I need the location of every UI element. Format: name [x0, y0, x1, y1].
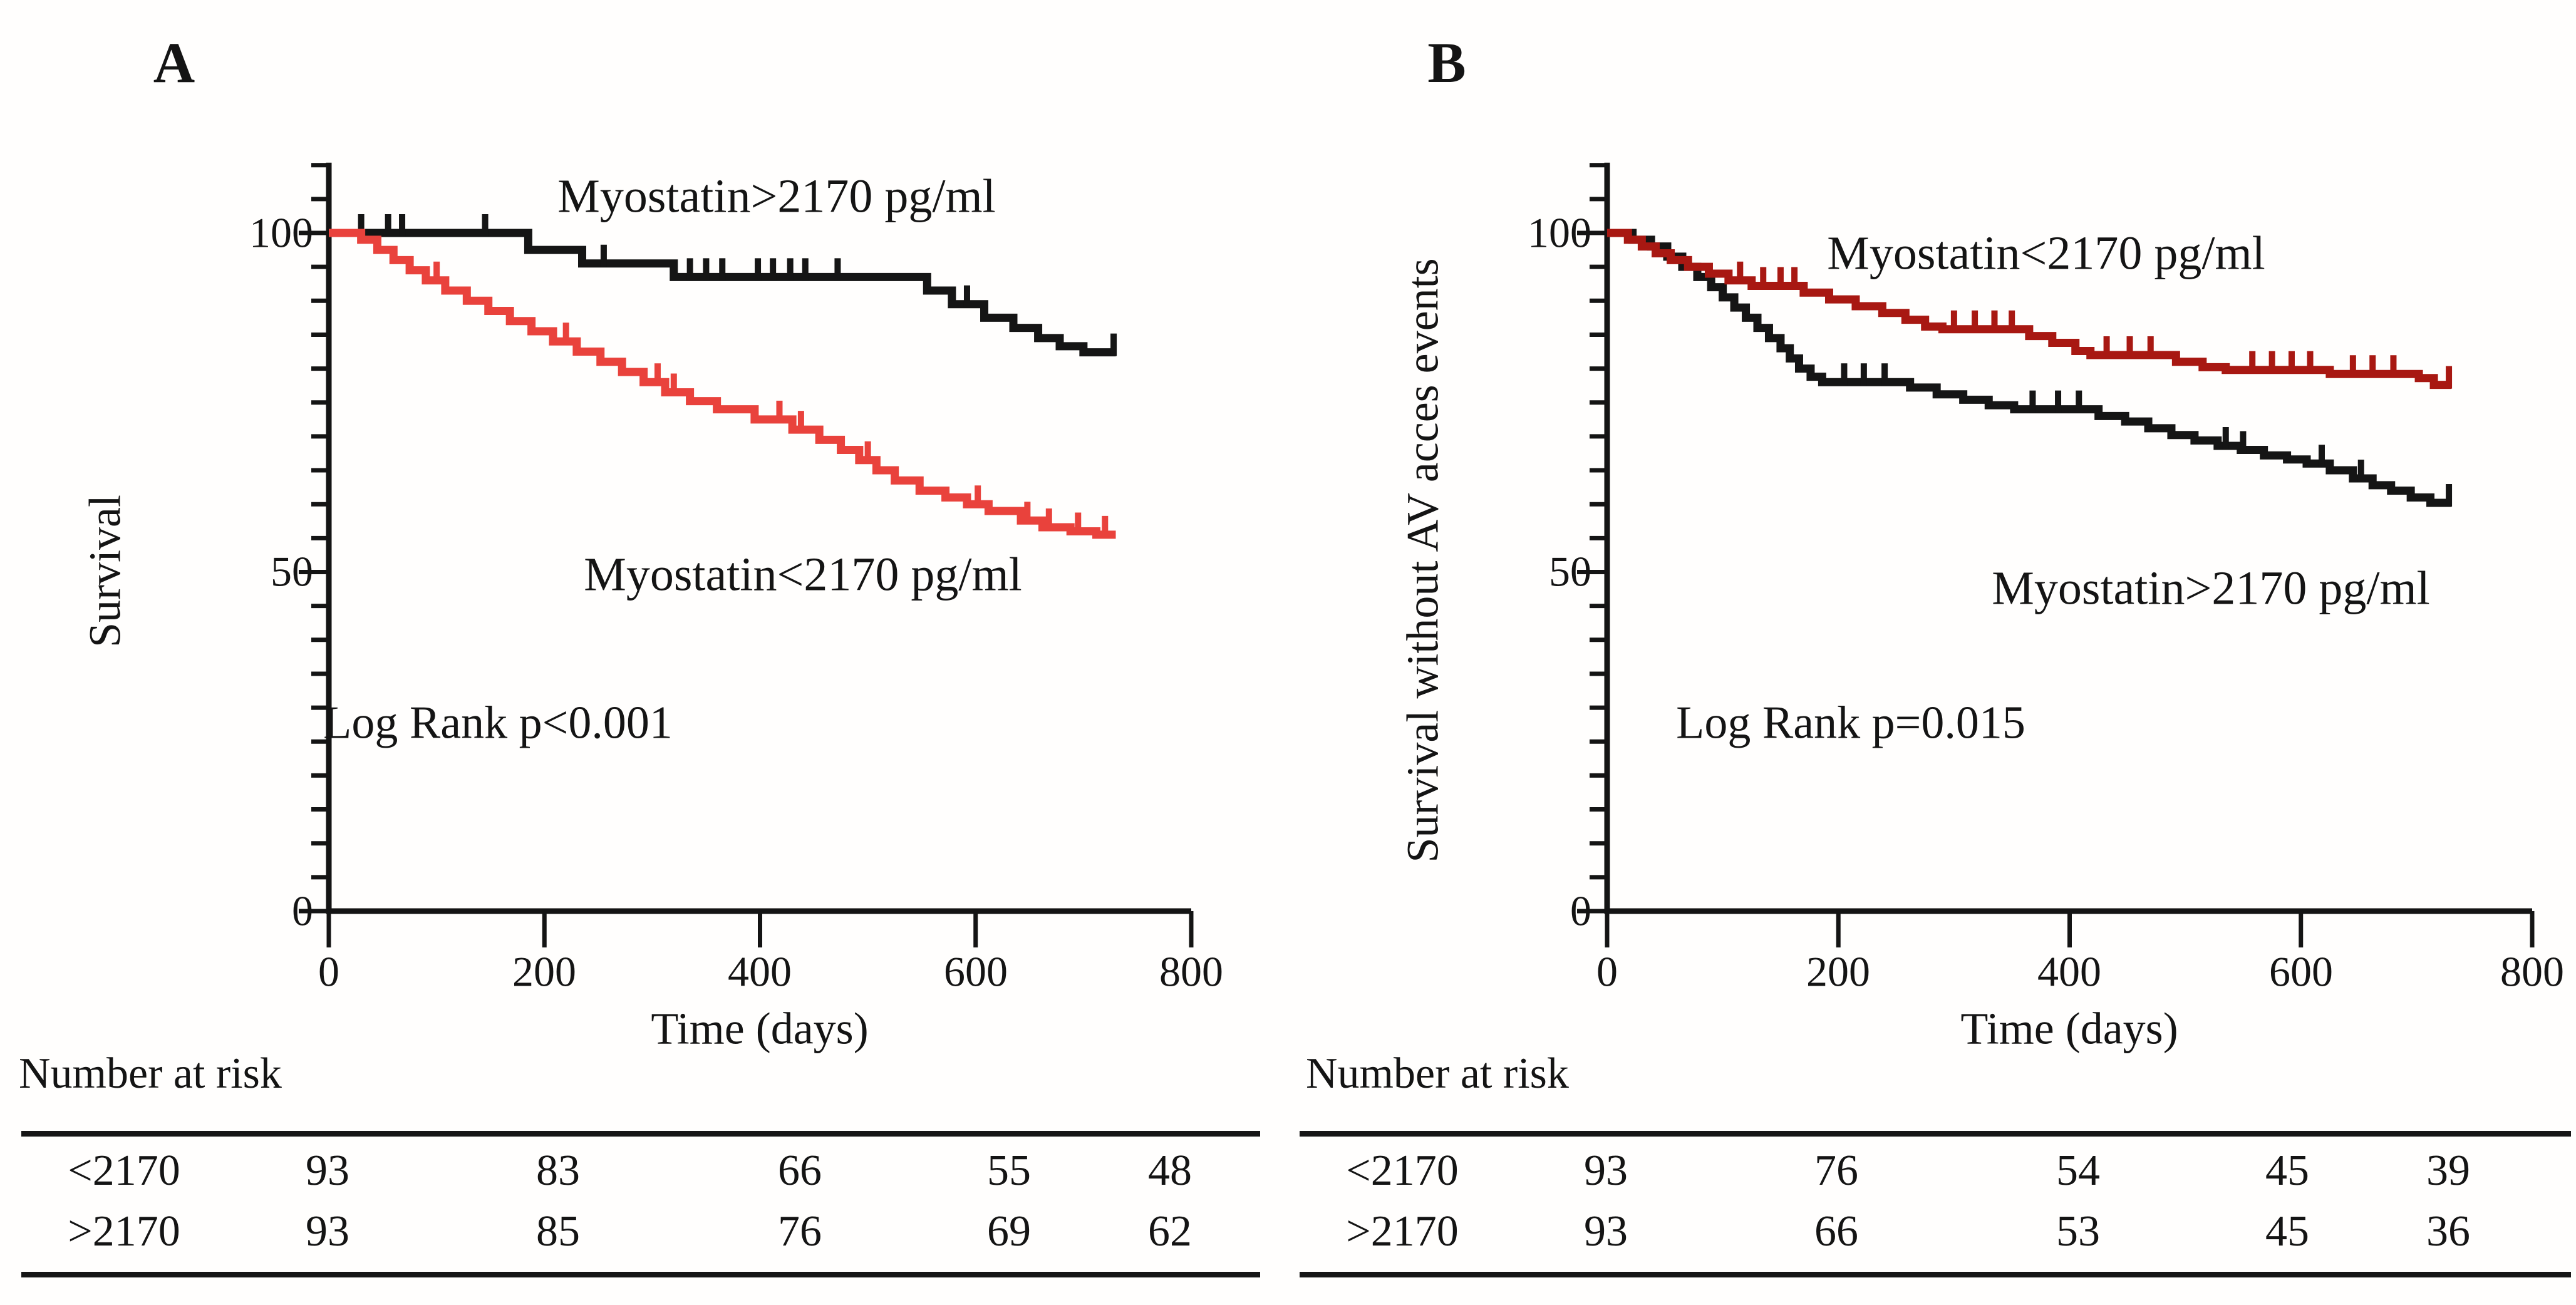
km-curve-myostatin-2170-pg-ml	[329, 229, 1116, 539]
km-curve-myostatin-2170-pg-ml	[1607, 229, 2451, 507]
panel-b-x-axis-label: Time (days)	[1960, 1003, 2178, 1054]
km-curve-myostatin-2170-pg-ml	[1607, 229, 2451, 389]
panel-a-y-tick-label-100: 100	[249, 209, 313, 257]
censor-marks-myostatin-2170-pg-ml	[433, 261, 1109, 539]
panel-a-risk-row2-value-1: 85	[536, 1207, 580, 1256]
panel-a-curve-label-gt2170: Myostatin>2170 pg/ml	[557, 170, 996, 223]
panel-b-risk-row2-value-0: 93	[1584, 1207, 1628, 1256]
panel-a-curve-label-lt2170: Myostatin<2170 pg/ml	[584, 548, 1022, 601]
panel-a-y-tick-label-0: 0	[292, 887, 313, 935]
panel-b-risk-table-bottom-rule	[1300, 1272, 2571, 1277]
panel-a-risk-row1-value-2: 66	[778, 1147, 822, 1195]
panel-a-risk-row2-value-0: 93	[306, 1207, 349, 1256]
panel-a-risk-row1-value-4: 48	[1148, 1147, 1192, 1195]
panel-a-x-tick-label-400: 400	[728, 947, 792, 996]
panel-b-y-tick-label-50: 50	[1549, 547, 1591, 596]
panel-a-risk-row2-label: >2170	[68, 1207, 180, 1256]
panel-b-x-tick-label-0: 0	[1596, 947, 1618, 996]
panel-a-risk-table-bottom-rule	[21, 1272, 1260, 1277]
panel-b-risk-row1-label: <2170	[1346, 1147, 1459, 1195]
panel-b-risk-row1-value-2: 54	[2056, 1147, 2100, 1195]
panel-a-risk-table-header: Number at risk	[19, 1050, 282, 1098]
panel-b-risk-row2-value-4: 36	[2426, 1207, 2470, 1256]
panel-b-risk-row1-value-1: 76	[1814, 1147, 1858, 1195]
panel-b-letter: B	[1427, 31, 1466, 95]
censor-marks-myostatin-2170-pg-ml	[358, 214, 1117, 356]
panel-b-x-tick-label-400: 400	[2037, 947, 2101, 996]
panel-b-x-tick-label-200: 200	[1806, 947, 1870, 996]
panel-a-risk-row1-value-3: 55	[987, 1147, 1031, 1195]
panel-a-logrank-annotation: Log Rank p<0.001	[323, 697, 673, 749]
panel-a-risk-row1-value-1: 83	[536, 1147, 580, 1195]
panel-b-logrank-annotation: Log Rank p=0.015	[1676, 697, 2025, 749]
panel-b-y-tick-label-0: 0	[1570, 887, 1591, 935]
panel-b-risk-table-top-rule	[1300, 1131, 2571, 1137]
panel-a-risk-row2-value-2: 76	[778, 1207, 822, 1256]
panel-b-risk-row2-value-1: 66	[1814, 1207, 1858, 1256]
panel-a-y-axis-label: Survival	[80, 495, 130, 647]
panel-a-plot	[299, 162, 1194, 947]
panel-b-risk-row1-value-4: 39	[2426, 1147, 2470, 1195]
panel-a-x-axis-label: Time (days)	[651, 1003, 869, 1054]
panel-b-risk-row2-label: >2170	[1346, 1207, 1459, 1256]
panel-b-x-tick-label-600: 600	[2269, 947, 2333, 996]
censor-marks-myostatin-2170-pg-ml	[1737, 261, 2453, 389]
panel-b-curve-label-lt2170: Myostatin<2170 pg/ml	[1827, 227, 2265, 280]
panel-b-plot	[1577, 162, 2535, 947]
panel-a-risk-row2-value-4: 62	[1148, 1207, 1192, 1256]
panel-a-x-tick-label-200: 200	[512, 947, 576, 996]
panel-b-y-tick-label-100: 100	[1528, 209, 1591, 257]
panel-b-curve-label-gt2170: Myostatin>2170 pg/ml	[1992, 562, 2430, 615]
panel-a-y-tick-label-50: 50	[271, 547, 313, 596]
panel-a-letter: A	[153, 31, 195, 95]
panel-b-risk-row1-value-0: 93	[1584, 1147, 1628, 1195]
panel-b-y-axis-label: Survival without AV acces events	[1397, 258, 1448, 863]
panel-a-x-tick-label-0: 0	[318, 947, 339, 996]
panel-a-x-tick-label-600: 600	[944, 947, 1008, 996]
panel-a-risk-row1-label: <2170	[68, 1147, 180, 1195]
censor-marks-myostatin-2170-pg-ml	[1841, 363, 2453, 507]
panel-a-risk-row2-value-3: 69	[987, 1207, 1031, 1256]
panel-b-risk-row2-value-3: 45	[2265, 1207, 2309, 1256]
panel-b-x-tick-label-800: 800	[2500, 947, 2564, 996]
panel-a-risk-row1-value-0: 93	[306, 1147, 349, 1195]
panel-a-x-tick-label-800: 800	[1159, 947, 1223, 996]
panel-b-risk-row2-value-2: 53	[2056, 1207, 2100, 1256]
panel-a-risk-table-top-rule	[21, 1131, 1260, 1137]
panel-b-risk-row1-value-3: 45	[2265, 1147, 2309, 1195]
panel-b-risk-table-header: Number at risk	[1306, 1050, 1569, 1098]
